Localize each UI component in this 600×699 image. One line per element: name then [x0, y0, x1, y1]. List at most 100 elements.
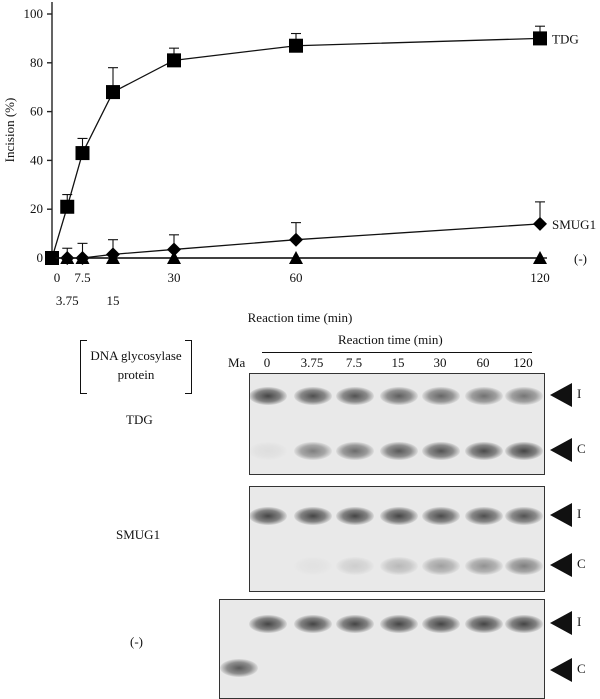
band-pointer-arrow — [550, 611, 572, 635]
band-marker — [220, 659, 258, 677]
band-pointer-arrow — [550, 553, 572, 577]
lane-label: 15 — [391, 355, 405, 370]
protein-header: DNA glycosylase protein — [90, 348, 182, 382]
band-cleaved — [380, 557, 418, 575]
band-intact — [336, 615, 374, 633]
gel-header-title: Reaction time (min) — [338, 332, 443, 347]
band-pointer-arrow — [550, 503, 572, 527]
gel-header-rule — [262, 352, 532, 353]
lane-label: 120 — [513, 355, 533, 370]
band-cleaved — [380, 442, 418, 460]
gel-row-label: (-) — [130, 634, 143, 649]
band-intact — [294, 507, 332, 525]
band-cleaved — [465, 557, 503, 575]
band-intact — [465, 387, 503, 405]
band-intact — [505, 615, 543, 633]
band-intact — [336, 387, 374, 405]
data-point-triangle — [106, 251, 120, 264]
data-point-diamond — [289, 232, 303, 247]
data-point-triangle — [60, 251, 75, 264]
protein-header-bracket: DNA glycosylase protein — [80, 340, 192, 394]
band-cleaved — [422, 442, 460, 460]
lane-label: 7.5 — [345, 355, 363, 370]
band-cleaved — [336, 557, 374, 575]
intact-band-label: I — [577, 386, 582, 401]
band-cleaved — [294, 557, 332, 575]
cleaved-band-label: C — [577, 441, 586, 456]
band-intact — [465, 615, 503, 633]
band-intact — [294, 615, 332, 633]
band-pointer-arrow — [550, 658, 572, 682]
series-label: SMUG1 — [552, 217, 596, 232]
y-axis-label: Incision (%) — [2, 98, 17, 163]
gel-image-2 — [219, 599, 545, 699]
x-tick-label: 7.5 — [74, 270, 90, 285]
incision-chart: 0 20 40 60 80 100 0 3.75 7.5 15 30 60 120 TDG SMUG1 (… — [2, 2, 596, 325]
gel-row-label: TDG — [126, 412, 153, 427]
data-point-square — [75, 146, 90, 161]
band-intact — [250, 507, 287, 525]
y-tick-label: 60 — [30, 104, 43, 119]
series-group: TDG SMUG1 (-) — [45, 25, 596, 266]
band-intact — [249, 615, 287, 633]
y-axis-ticks: 0 20 40 60 80 100 — [24, 6, 52, 265]
band-cleaved — [336, 442, 374, 460]
intact-band-label: I — [577, 614, 582, 629]
data-point-square — [289, 38, 303, 53]
x-tick-label: 30 — [168, 270, 181, 285]
data-point-diamond — [167, 242, 181, 257]
x-tick-label: 0 — [54, 270, 61, 285]
band-intact — [294, 387, 332, 405]
lane-label: 3.75 — [300, 355, 324, 370]
data-point-square — [60, 199, 75, 214]
y-tick-label: 40 — [30, 152, 43, 167]
series-label: (-) — [574, 251, 587, 266]
marker-lane-label: Ma — [228, 355, 246, 370]
band-cleaved — [422, 557, 460, 575]
data-point-triangle — [289, 251, 303, 264]
x-tick-label: 3.75 — [56, 293, 79, 308]
lane-label: 30 — [433, 355, 447, 370]
data-point-triangle — [533, 251, 547, 264]
x-tick-label: 120 — [530, 270, 550, 285]
cleaved-band-label: C — [577, 556, 586, 571]
data-point-square — [167, 53, 181, 68]
band-intact — [505, 507, 543, 525]
x-axis-label: Reaction time (min) — [248, 310, 353, 325]
band-intact — [336, 507, 374, 525]
data-point-triangle — [167, 251, 181, 264]
y-tick-label: 0 — [37, 250, 44, 265]
intact-band-label: I — [577, 506, 582, 521]
cleaved-band-label: C — [577, 661, 586, 676]
data-point-triangle — [75, 251, 90, 264]
band-intact — [505, 387, 543, 405]
band-pointer-arrow — [550, 383, 572, 407]
x-tick-label: 60 — [290, 270, 303, 285]
band-cleaved — [294, 442, 332, 460]
band-intact — [380, 615, 418, 633]
y-tick-label: 80 — [30, 55, 43, 70]
x-tick-label: 15 — [107, 293, 120, 308]
y-tick-label: 100 — [24, 6, 44, 21]
x-axis-ticks: 0 3.75 7.5 15 30 60 120 — [51, 258, 550, 308]
band-cleaved — [465, 442, 503, 460]
y-tick-label: 20 — [30, 201, 43, 216]
band-intact — [422, 615, 460, 633]
band-intact — [380, 387, 418, 405]
data-point-triangle — [45, 251, 59, 264]
lane-label: 60 — [476, 355, 490, 370]
data-point-square — [533, 31, 547, 46]
lane-label: 0 — [263, 355, 271, 370]
band-pointer-arrow — [550, 438, 572, 462]
band-intact — [422, 387, 460, 405]
band-cleaved — [250, 442, 287, 460]
data-point-diamond — [533, 216, 547, 231]
band-intact — [250, 387, 287, 405]
band-intact — [380, 507, 418, 525]
band-intact — [465, 507, 503, 525]
gel-row-label: SMUG1 — [116, 527, 161, 542]
data-point-square — [106, 85, 120, 100]
gel-image-1 — [249, 486, 545, 592]
band-cleaved — [505, 442, 543, 460]
band-intact — [422, 507, 460, 525]
